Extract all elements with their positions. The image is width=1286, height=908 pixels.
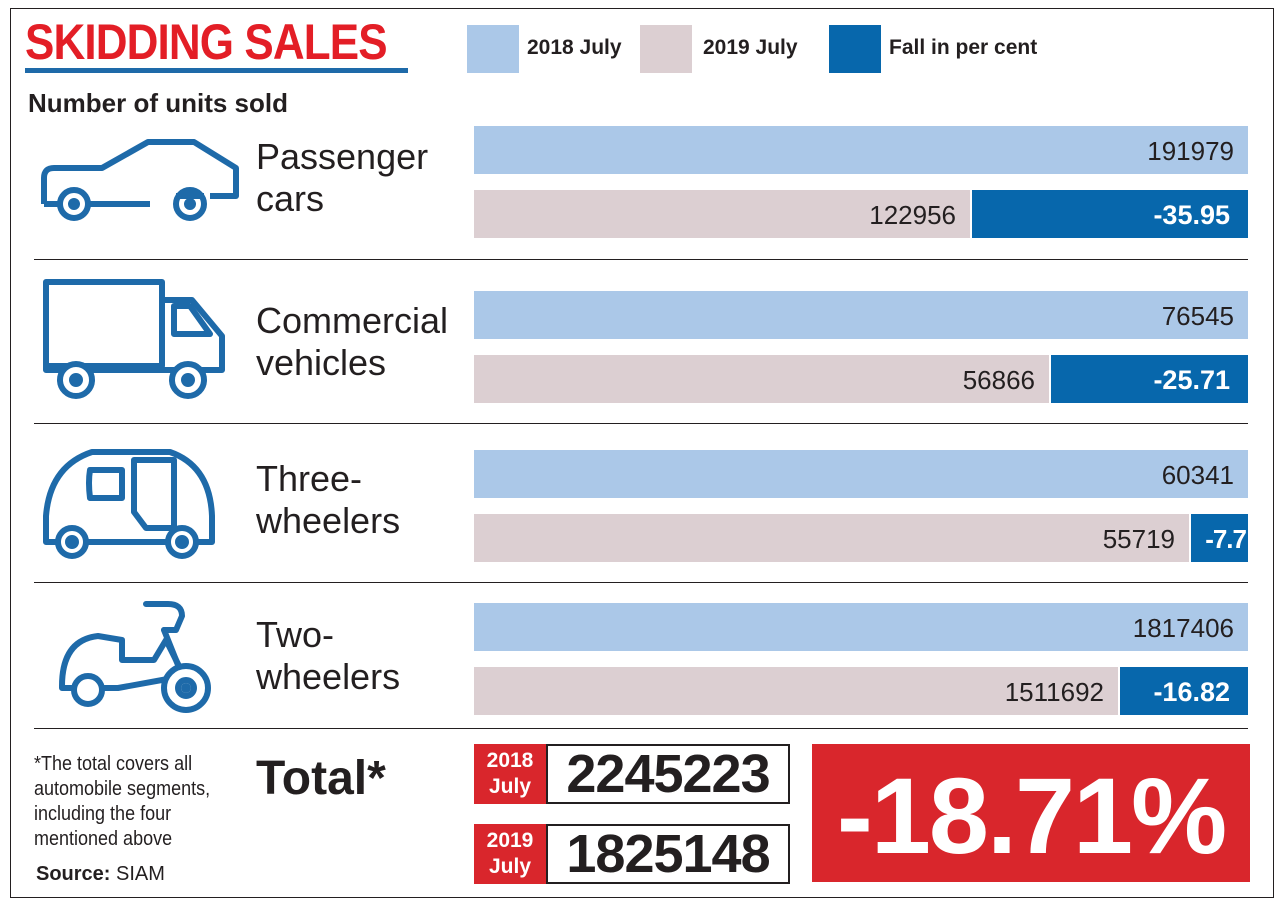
legend-label-2018: 2018 July [527, 36, 622, 59]
row-divider [34, 728, 1248, 729]
source-value: SIAM [116, 863, 165, 885]
legend-swatch-fall [829, 25, 881, 73]
bar-2019 [474, 355, 1049, 403]
total-fall-box [812, 744, 1250, 882]
source-line: Source: SIAM [36, 862, 165, 886]
value-label-2018: 60341 [1161, 460, 1234, 490]
footnote: *The total covers all automobile segment… [34, 753, 211, 850]
category-label-passenger-cars: Passenger cars [256, 136, 428, 220]
row-divider [34, 423, 1248, 424]
tag-year: 2019 [486, 829, 534, 852]
category-label-line2: wheelers [256, 656, 401, 697]
total-label: Total* [256, 752, 386, 805]
category-label-line1: Commercial [256, 300, 449, 341]
bar-fall [1051, 355, 1248, 403]
category-label-line2: wheelers [256, 500, 401, 541]
tag-month: July [488, 855, 532, 878]
total-2018-value: 2245223 [546, 744, 790, 804]
truck-icon [43, 279, 225, 399]
row-divider [34, 582, 1248, 583]
scooter-icon [59, 601, 211, 713]
value-label-fall: -25.71 [1153, 365, 1230, 395]
source-label: Source: [36, 863, 111, 885]
car-icon [41, 139, 239, 221]
legend-label-fall: Fall in per cent [889, 36, 1038, 59]
bar-2018 [474, 603, 1248, 651]
total-2018-tag: 2018 July [474, 744, 546, 804]
total-2019-tag: 2019 July [474, 824, 546, 884]
chart-subtitle: Number of units sold [28, 88, 288, 118]
bar-2018 [474, 126, 1248, 174]
title-underline [25, 68, 408, 73]
total-2019-value: 1825148 [546, 824, 790, 884]
value-label-2019: 56866 [962, 365, 1035, 395]
bar-2019 [474, 667, 1118, 715]
value-label-fall: -16.82 [1153, 677, 1230, 707]
bar-fall [1191, 514, 1248, 562]
value-label-2019: 55719 [1102, 524, 1175, 554]
category-label-commercial-vehicles: Commercial vehicles [256, 300, 448, 384]
category-label-three-wheelers: Three- wheelers [256, 458, 400, 542]
chart-title: SKIDDING SALES [25, 14, 388, 70]
category-label-line1: Two- [256, 614, 335, 655]
category-label-line2: vehicles [256, 342, 387, 383]
bar-2018 [474, 450, 1248, 498]
total-fall-value: -18.71% [836, 755, 1227, 876]
value-label-2019: 122956 [869, 200, 956, 230]
value-label-fall: -35.95 [1153, 200, 1230, 230]
legend-swatch-2019 [640, 25, 692, 73]
tag-year: 2018 [486, 749, 534, 772]
chart-frame [10, 8, 1274, 898]
category-label-line1: Passenger [256, 136, 429, 177]
bar-2019 [474, 190, 970, 238]
bar-2018 [474, 291, 1248, 339]
bar-fall [972, 190, 1248, 238]
legend-label-2019: 2019 July [703, 36, 798, 59]
category-label-line2: cars [256, 178, 325, 219]
value-label-2018: 76545 [1161, 301, 1234, 331]
row-divider [34, 259, 1248, 260]
tag-month: July [488, 775, 532, 798]
category-label-two-wheelers: Two- wheelers [256, 614, 400, 698]
bar-2019 [474, 514, 1189, 562]
auto-rickshaw-icon [43, 449, 215, 559]
value-label-2018: 1817406 [1132, 613, 1234, 643]
bar-fall [1120, 667, 1248, 715]
value-label-2019: 1511692 [1004, 677, 1104, 707]
category-label-line1: Three- [256, 458, 363, 499]
value-label-fall: -7.7 [1205, 524, 1247, 554]
value-label-2018: 191979 [1147, 136, 1234, 166]
legend-swatch-2018 [467, 25, 519, 73]
